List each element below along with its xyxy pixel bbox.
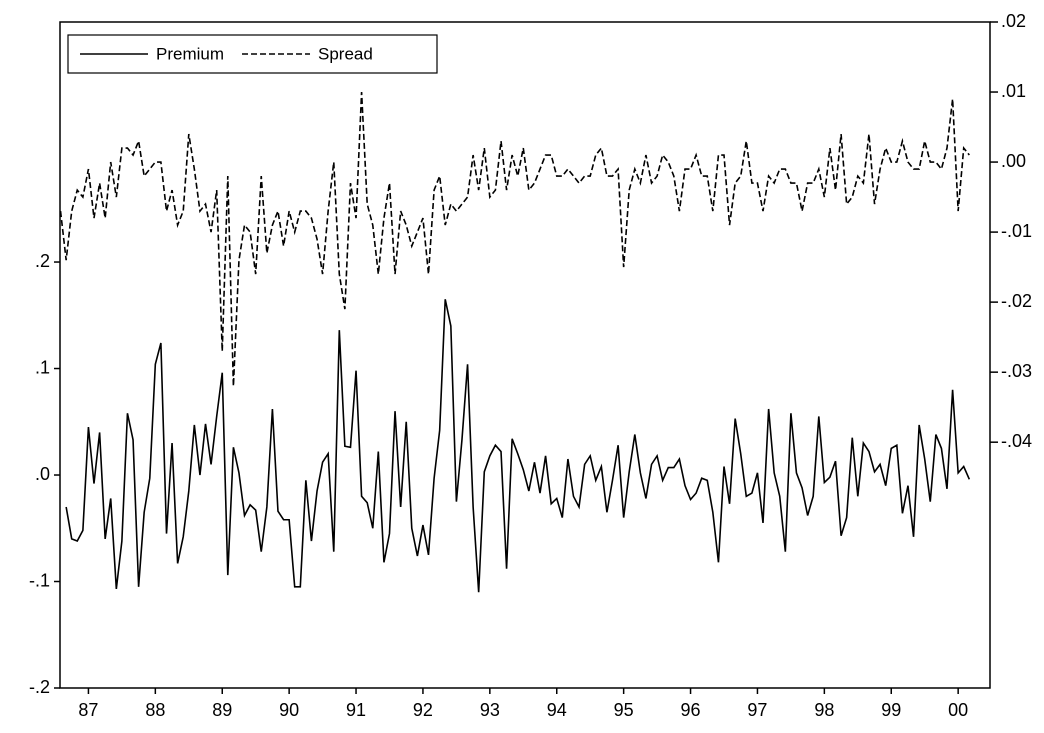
x-tick-label: 99 <box>881 700 901 720</box>
x-tick-label: 97 <box>747 700 767 720</box>
x-tick-label: 88 <box>145 700 165 720</box>
y2-tick-label: -.03 <box>1001 361 1032 381</box>
y-tick-label: -.1 <box>29 570 50 590</box>
x-tick-label: 92 <box>413 700 433 720</box>
x-tick-label: 91 <box>346 700 366 720</box>
x-tick-label: 93 <box>480 700 500 720</box>
y2-tick-label: -.04 <box>1001 431 1032 451</box>
y2-tick-label: .02 <box>1001 11 1026 31</box>
y2-tick-label: -.02 <box>1001 291 1032 311</box>
legend-label: Spread <box>318 44 373 63</box>
x-tick-label: 96 <box>681 700 701 720</box>
y-tick-label: .1 <box>35 357 50 377</box>
y-tick-label: .2 <box>35 251 50 271</box>
y-tick-label: -.2 <box>29 677 50 697</box>
legend: Premium Spread <box>67 34 438 74</box>
x-tick-label: 87 <box>78 700 98 720</box>
series-line <box>59 91 970 387</box>
x-tick-label: 00 <box>948 700 968 720</box>
plot-frame <box>59 21 991 689</box>
x-tick-label: 98 <box>814 700 834 720</box>
series-line <box>65 299 971 593</box>
x-tick-label: 90 <box>279 700 299 720</box>
legend-label: Premium <box>156 44 224 63</box>
y2-tick-label: .00 <box>1001 151 1026 171</box>
y2-tick-label: -.01 <box>1001 221 1032 241</box>
y-tick-label: .0 <box>35 464 50 484</box>
x-tick-label: 95 <box>614 700 634 720</box>
y2-tick-label: .01 <box>1001 81 1026 101</box>
x-tick-label: 94 <box>547 700 567 720</box>
x-tick-label: 89 <box>212 700 232 720</box>
